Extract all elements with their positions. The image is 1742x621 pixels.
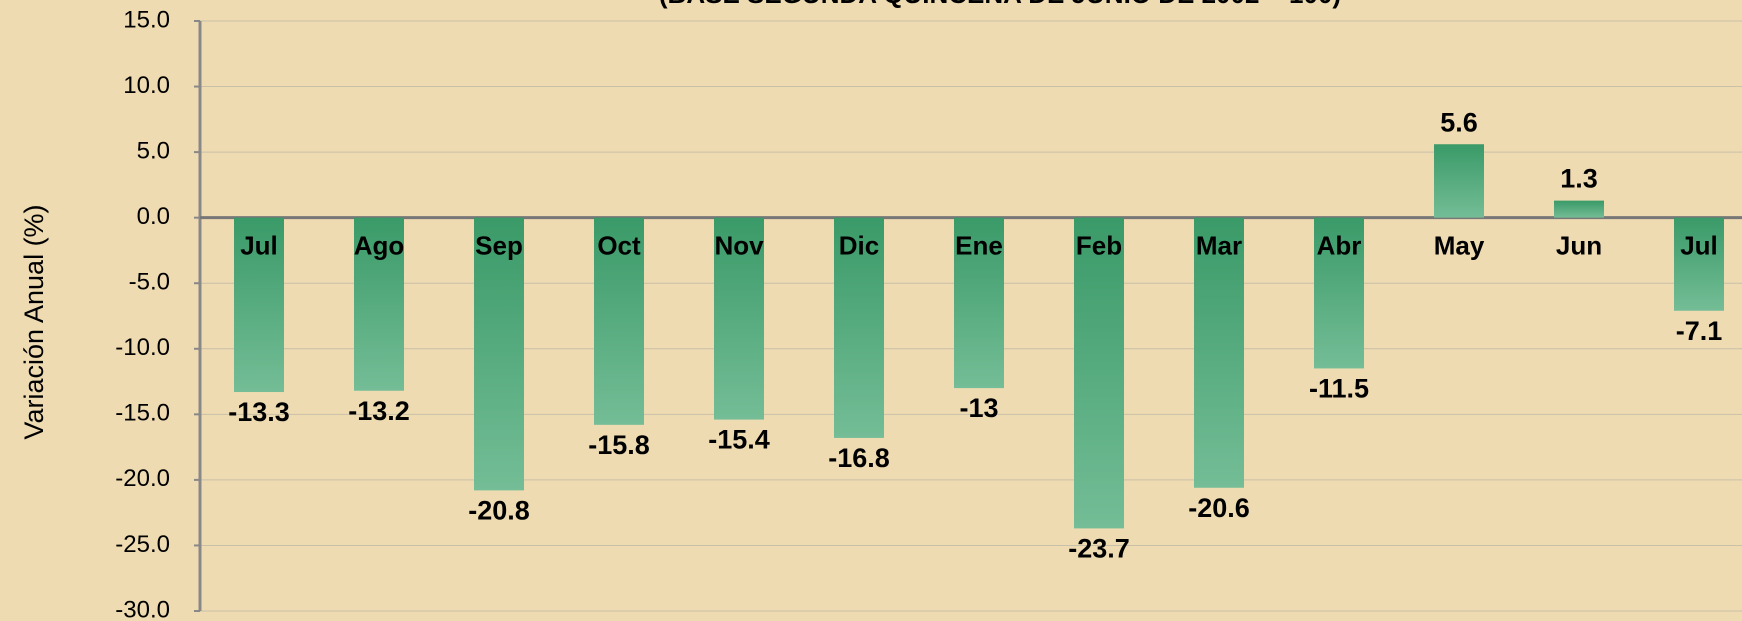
x-tick-label: Jul [240,231,278,261]
y-tick-label: -20.0 [115,465,170,492]
y-tick-label: 10.0 [123,72,170,99]
x-tick-label: Sep [475,231,523,261]
x-tick-label: Jul [1680,231,1718,261]
x-tick-label: Abr [1317,231,1362,261]
data-label: -15.4 [708,425,770,455]
data-label: -11.5 [1309,374,1369,404]
x-tick-label: Mar [1196,231,1242,261]
x-tick-label: Oct [597,231,641,261]
bar [1194,217,1244,488]
bar [834,217,884,438]
y-tick-label: 15.0 [123,6,170,33]
x-tick-label: Dic [839,231,879,261]
x-tick-label: May [1434,231,1485,261]
bar [354,217,404,391]
data-label: -13 [959,393,998,423]
bar [1314,217,1364,369]
data-label: -20.6 [1188,493,1250,523]
data-label: 5.6 [1440,107,1478,137]
y-axis-label: Variación Anual (%) [19,204,49,439]
y-tick-label: -30.0 [115,596,170,621]
y-tick-label: -5.0 [129,269,170,296]
bar [714,217,764,420]
y-tick-label: -10.0 [115,334,170,361]
data-label: -13.2 [348,396,410,426]
x-tick-label: Feb [1076,231,1122,261]
bar [1554,200,1604,218]
x-tick-label: Ene [955,231,1003,261]
data-label: -13.3 [228,397,290,427]
y-tick-label: -25.0 [115,531,170,558]
data-label: -16.8 [828,443,890,473]
data-label: -23.7 [1068,534,1130,564]
x-tick-label: Jun [1556,231,1602,261]
x-tick-label: Ago [354,231,405,261]
bar [954,217,1004,389]
y-tick-label: -15.0 [115,400,170,427]
data-label: -15.8 [588,430,650,460]
data-label: 1.3 [1560,164,1598,194]
chart-subtitle: (BASE SEGUNDA QUINCENA DE JUNIO DE 2002 … [659,0,1341,9]
bar [1074,217,1124,529]
data-label: -20.8 [468,496,530,526]
y-tick-label: 5.0 [137,137,170,164]
bar [234,217,284,393]
y-tick-label: 0.0 [137,203,170,230]
bar [474,217,524,491]
x-tick-label: Nov [714,231,764,261]
data-label: -7.1 [1676,316,1723,346]
bar [594,217,644,425]
bar [1674,217,1724,311]
bar [1434,144,1484,218]
